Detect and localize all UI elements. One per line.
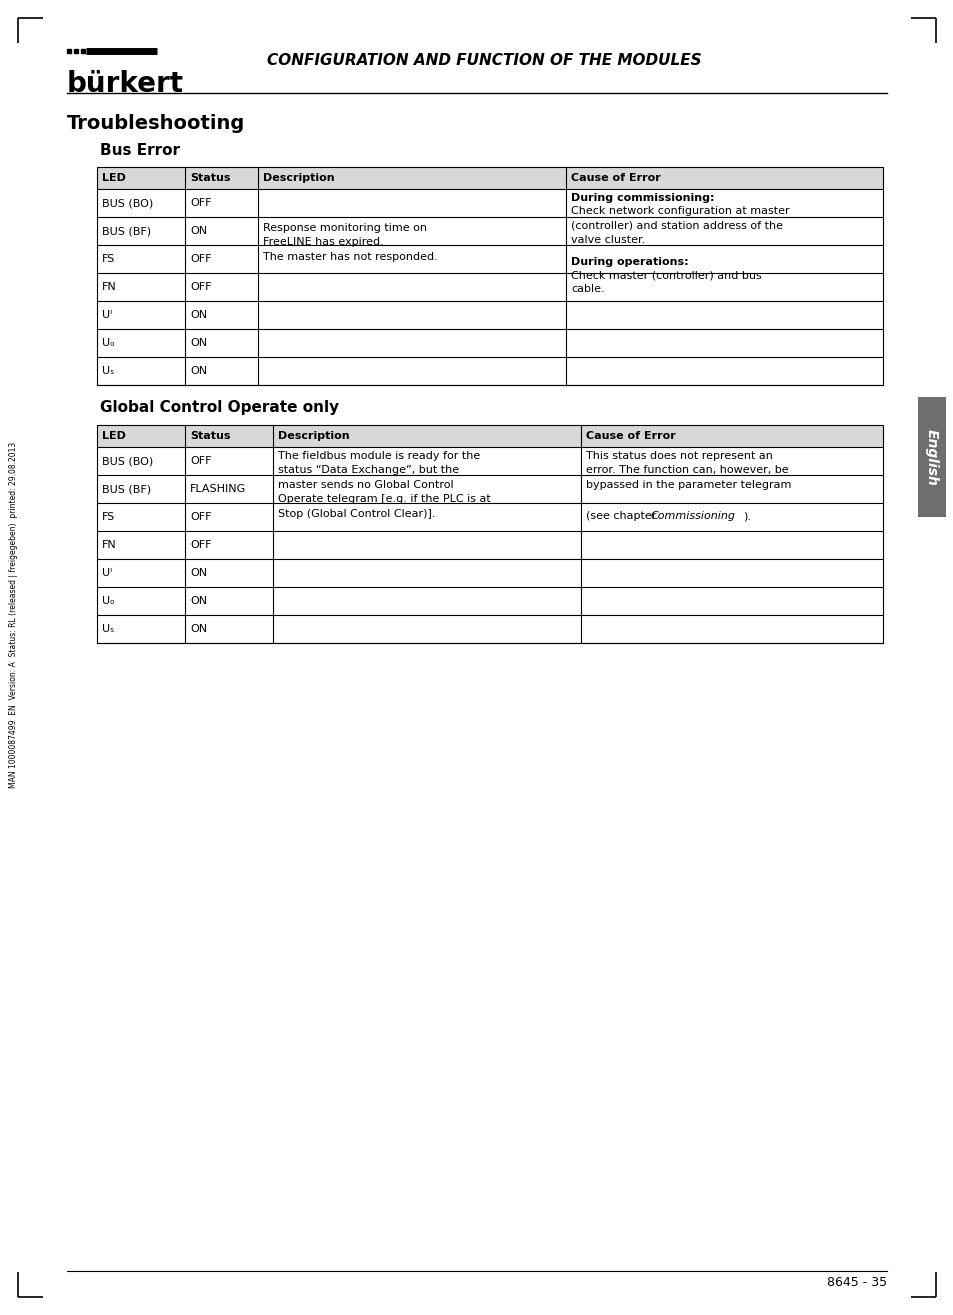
Bar — [97, 425, 882, 447]
Text: ON: ON — [190, 310, 207, 320]
Text: BUS (BF): BUS (BF) — [102, 226, 151, 235]
Text: Status: Status — [190, 174, 231, 183]
Text: Uₛ: Uₛ — [102, 625, 114, 634]
Text: Description: Description — [263, 174, 335, 183]
Text: Uᴵ: Uᴵ — [102, 568, 112, 579]
Bar — [97, 167, 882, 189]
Text: FN: FN — [102, 540, 116, 550]
Text: FS: FS — [102, 512, 115, 522]
Text: Global Control Operate only: Global Control Operate only — [100, 400, 338, 414]
Text: Uₒ: Uₒ — [102, 338, 114, 348]
Text: Uₛ: Uₛ — [102, 366, 114, 376]
Text: OFF: OFF — [190, 199, 212, 208]
Text: FN: FN — [102, 281, 116, 292]
Text: BUS (BO): BUS (BO) — [102, 456, 153, 466]
Text: During commissioning:: During commissioning: — [571, 193, 714, 203]
Text: BUS (BO): BUS (BO) — [102, 199, 153, 208]
Text: Uᴵ: Uᴵ — [102, 310, 112, 320]
Text: MAN 1000087499  EN  Version: A  Status: RL (released | freigegeben)  printed: 29: MAN 1000087499 EN Version: A Status: RL … — [10, 442, 18, 788]
Bar — [74, 49, 78, 53]
Text: OFF: OFF — [190, 281, 212, 292]
Text: English: English — [924, 429, 938, 485]
Text: Cause of Error: Cause of Error — [571, 174, 660, 183]
Text: The fieldbus module is ready for the
status “Data Exchange”, but the
master send: The fieldbus module is ready for the sta… — [277, 451, 490, 518]
Text: Description: Description — [277, 431, 350, 441]
Text: ON: ON — [190, 366, 207, 376]
Text: Commissioning: Commissioning — [650, 512, 735, 522]
Text: Check master (controller) and bus
cable.: Check master (controller) and bus cable. — [571, 270, 761, 295]
Text: (see chapter: (see chapter — [585, 512, 659, 522]
Text: ).: ). — [742, 512, 750, 522]
Text: LED: LED — [102, 174, 126, 183]
Text: Uₒ: Uₒ — [102, 596, 114, 606]
Text: OFF: OFF — [190, 254, 212, 264]
Text: This status does not represent an
error. The function can, however, be
bypassed : This status does not represent an error.… — [585, 451, 791, 489]
Text: FLASHING: FLASHING — [190, 484, 246, 494]
Bar — [97, 167, 882, 385]
Text: Status: Status — [190, 431, 231, 441]
Text: OFF: OFF — [190, 540, 212, 550]
Text: CONFIGURATION AND FUNCTION OF THE MODULES: CONFIGURATION AND FUNCTION OF THE MODULE… — [267, 53, 700, 67]
Text: 8645 - 35: 8645 - 35 — [826, 1276, 886, 1289]
Text: Bus Error: Bus Error — [100, 142, 180, 158]
Text: bürkert: bürkert — [67, 70, 184, 99]
Text: OFF: OFF — [190, 456, 212, 466]
Text: ON: ON — [190, 568, 207, 579]
Bar — [97, 425, 882, 643]
Text: OFF: OFF — [190, 512, 212, 522]
Text: ON: ON — [190, 338, 207, 348]
Text: Response monitoring time on
FreeLINE has expired.
The master has not responded.: Response monitoring time on FreeLINE has… — [263, 224, 437, 262]
Bar — [67, 49, 71, 53]
Text: Cause of Error: Cause of Error — [585, 431, 676, 441]
Text: FS: FS — [102, 254, 115, 264]
Text: LED: LED — [102, 431, 126, 441]
Text: ON: ON — [190, 596, 207, 606]
Text: Check network configuration at master
(controller) and station address of the
va: Check network configuration at master (c… — [571, 206, 789, 245]
Text: Troubleshooting: Troubleshooting — [67, 113, 245, 133]
Text: BUS (BF): BUS (BF) — [102, 484, 151, 494]
Bar — [917, 397, 945, 517]
Bar — [81, 49, 85, 53]
Text: During operations:: During operations: — [571, 256, 688, 267]
Text: ON: ON — [190, 226, 207, 235]
Text: ON: ON — [190, 625, 207, 634]
